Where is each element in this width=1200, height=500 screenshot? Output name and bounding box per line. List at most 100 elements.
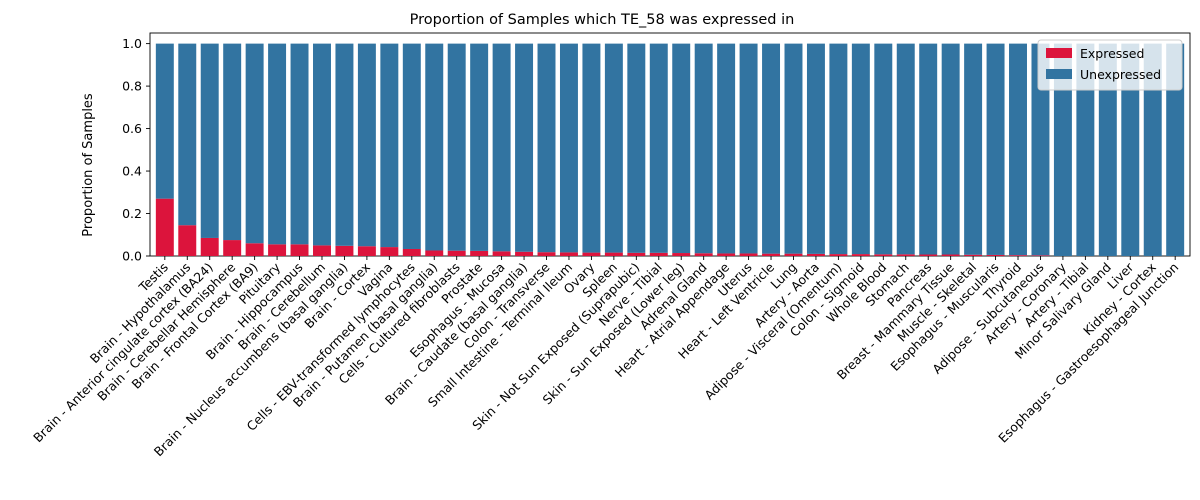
bar-expressed-20 [604, 252, 623, 256]
bar-unexpressed-41 [1076, 43, 1095, 257]
bar-expressed-10 [380, 247, 399, 256]
bar-expressed-35 [941, 254, 960, 256]
bar-unexpressed-37 [986, 43, 1005, 255]
bar-unexpressed-12 [425, 43, 444, 251]
bar-unexpressed-10 [380, 43, 399, 248]
bar-unexpressed-42 [1098, 43, 1117, 257]
bar-unexpressed-16 [515, 43, 534, 252]
plot-area [149, 32, 1191, 257]
y-tick-label-3: 0.6 [122, 121, 142, 136]
bar-unexpressed-13 [447, 43, 466, 251]
legend-label-expressed: Expressed [1080, 46, 1144, 61]
y-axis-title: Proportion of Samples [81, 93, 96, 237]
bar-expressed-13 [447, 250, 466, 256]
bar-expressed-18 [559, 252, 578, 256]
bar-unexpressed-40 [1053, 43, 1072, 257]
bar-expressed-5 [268, 244, 287, 256]
bar-unexpressed-15 [492, 43, 511, 252]
bar-expressed-21 [627, 252, 646, 256]
bar-expressed-3 [223, 240, 242, 256]
bar-unexpressed-44 [1143, 43, 1162, 257]
bar-expressed-14 [470, 250, 489, 256]
bar-unexpressed-33 [896, 43, 915, 255]
bar-unexpressed-24 [694, 43, 713, 254]
bar-unexpressed-27 [762, 43, 781, 254]
y-tick-label-5: 1.0 [122, 36, 142, 51]
bar-unexpressed-19 [582, 43, 601, 253]
legend-swatch-expressed [1046, 48, 1072, 58]
bars [155, 43, 1185, 257]
bar-unexpressed-25 [717, 43, 736, 254]
y-tick-label-1: 0.2 [122, 206, 142, 221]
bar-expressed-28 [784, 253, 803, 256]
bar-expressed-34 [919, 254, 938, 256]
y-tick-label-2: 0.4 [122, 164, 142, 179]
bar-unexpressed-7 [313, 43, 331, 246]
bar-unexpressed-8 [335, 43, 354, 246]
bar-unexpressed-32 [874, 43, 893, 255]
bar-unexpressed-31 [851, 43, 870, 255]
bar-unexpressed-29 [806, 43, 825, 254]
y-tick-label-0: 0.0 [122, 249, 142, 264]
bar-expressed-7 [313, 245, 331, 256]
bar-expressed-26 [739, 253, 758, 256]
bar-expressed-27 [762, 253, 781, 256]
bar-expressed-31 [851, 254, 870, 256]
bar-unexpressed-28 [784, 43, 803, 254]
legend: Expressed Unexpressed [1037, 39, 1183, 91]
bar-unexpressed-1 [178, 43, 197, 226]
bar-unexpressed-23 [672, 43, 691, 254]
bar-unexpressed-21 [627, 43, 646, 253]
bar-expressed-1 [178, 225, 197, 256]
bar-expressed-24 [694, 253, 713, 256]
bar-unexpressed-6 [290, 43, 309, 245]
bar-unexpressed-5 [268, 43, 287, 245]
bar-expressed-23 [672, 253, 691, 256]
bar-unexpressed-20 [604, 43, 623, 253]
legend-label-unexpressed: Unexpressed [1080, 67, 1161, 82]
legend-swatch-unexpressed [1046, 69, 1072, 79]
bar-expressed-32 [874, 254, 893, 256]
bar-expressed-37 [986, 254, 1005, 256]
bar-unexpressed-2 [200, 43, 219, 238]
bar-unexpressed-17 [537, 43, 556, 253]
bar-expressed-38 [1009, 255, 1027, 256]
bar-expressed-39 [1031, 255, 1050, 256]
bar-expressed-0 [155, 198, 174, 256]
chart-title: Proportion of Samples which TE_58 was ex… [410, 12, 795, 28]
bar-expressed-16 [515, 251, 534, 256]
bar-expressed-2 [200, 237, 219, 256]
bar-expressed-6 [290, 244, 309, 256]
bar-expressed-9 [357, 246, 376, 256]
bar-expressed-12 [425, 250, 444, 256]
bar-unexpressed-9 [357, 43, 376, 247]
bar-expressed-8 [335, 245, 354, 256]
bar-expressed-17 [537, 252, 556, 256]
bar-unexpressed-35 [941, 43, 960, 255]
bar-expressed-33 [896, 254, 915, 256]
legend-box [1037, 39, 1183, 91]
bar-expressed-19 [582, 252, 601, 256]
bar-expressed-4 [245, 243, 264, 256]
bar-unexpressed-39 [1031, 43, 1050, 256]
bar-unexpressed-0 [155, 43, 174, 199]
bar-unexpressed-26 [739, 43, 758, 254]
bar-unexpressed-3 [223, 43, 242, 241]
bar-unexpressed-22 [649, 43, 668, 253]
bar-expressed-11 [402, 248, 421, 256]
bar-unexpressed-4 [245, 43, 264, 244]
bar-expressed-36 [964, 254, 983, 256]
bar-unexpressed-43 [1121, 43, 1140, 257]
bar-expressed-29 [806, 253, 825, 256]
bar-unexpressed-45 [1166, 43, 1185, 257]
bar-unexpressed-38 [1009, 43, 1027, 256]
bar-unexpressed-11 [402, 43, 421, 249]
bar-expressed-30 [829, 254, 848, 256]
bar-unexpressed-34 [919, 43, 938, 255]
y-axis: 0.0 0.2 0.4 0.6 0.8 1.0 [122, 36, 150, 264]
bar-unexpressed-14 [470, 43, 489, 251]
bar-expressed-25 [717, 253, 736, 256]
y-tick-label-4: 0.8 [122, 79, 142, 94]
